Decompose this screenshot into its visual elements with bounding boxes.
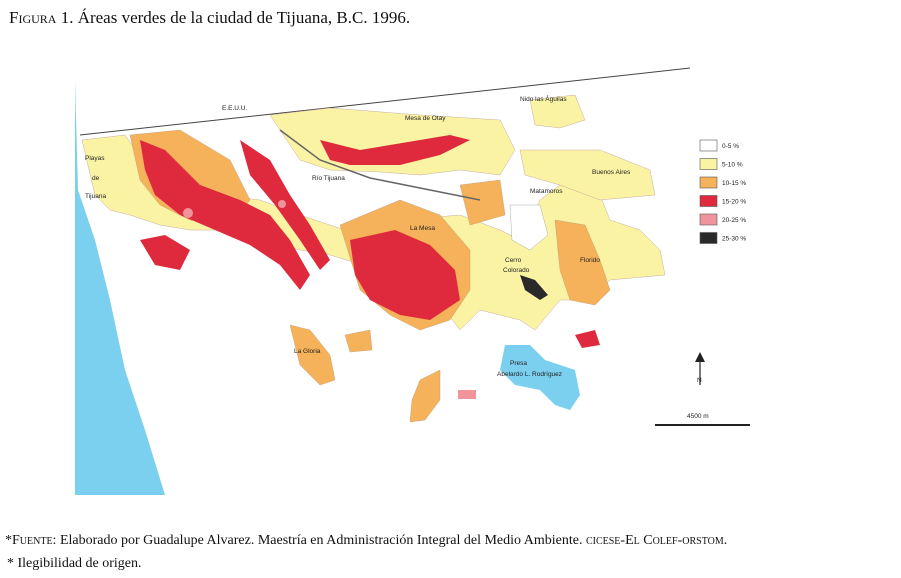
map-label: Tijuana xyxy=(85,193,106,200)
zone-20-25 xyxy=(278,200,286,208)
ocean xyxy=(75,80,165,495)
map-label: Presa xyxy=(510,360,527,367)
zone-10-15 xyxy=(289,324,336,386)
zone-15-20 xyxy=(140,140,310,290)
legend-label: 25-30 % xyxy=(722,236,746,243)
north-label: N xyxy=(697,377,702,384)
zone-5-10 xyxy=(529,94,586,129)
map-label: Abelardo L. Rodríguez xyxy=(497,371,562,378)
reservoir xyxy=(500,345,580,410)
zone-5-10 xyxy=(519,149,656,201)
map-label: Colorado xyxy=(503,267,530,274)
figure-title: Áreas verdes de la ciudad de Tijuana, B.… xyxy=(77,8,411,27)
zone-15-20 xyxy=(320,135,470,165)
zone-15-20 xyxy=(140,235,190,270)
map-label: La Mesa xyxy=(410,225,435,232)
map-label: Nido las Águilas xyxy=(520,94,567,103)
zone-20-25 xyxy=(183,208,193,218)
legend-swatch xyxy=(699,176,718,189)
legend-swatch xyxy=(699,139,718,152)
figure-caption: Figura 1. Áreas verdes de la ciudad de T… xyxy=(9,8,410,28)
map-label: La Gloria xyxy=(294,348,321,355)
legend-swatch xyxy=(699,158,718,170)
zone-10-15 xyxy=(554,219,611,306)
zone-10-15 xyxy=(459,179,506,226)
legend-label: 15-20 % xyxy=(722,199,746,206)
river xyxy=(279,129,481,201)
scale-label: 4500 m xyxy=(687,413,709,420)
map-label: Matamoros xyxy=(530,188,563,195)
map-label: Playas xyxy=(85,155,105,162)
zone-15-20 xyxy=(575,330,600,348)
legibility-note: * Ilegibilidad de origen. xyxy=(7,556,142,571)
map-label: Buenos Aires xyxy=(592,169,631,176)
zone-10-15 xyxy=(344,329,373,353)
legend-label: 5-10 % xyxy=(722,162,743,169)
source-note: *Fuente: Elaborado por Guadalupe Alvarez… xyxy=(5,533,727,549)
zone-20-25 xyxy=(458,390,476,399)
legend-swatch xyxy=(699,213,718,226)
zone-25-30 xyxy=(520,275,548,300)
figure-number: Figura 1. xyxy=(9,8,74,27)
legend-swatch xyxy=(699,195,718,207)
zone-15-20 xyxy=(350,230,460,320)
institutions: cicese-El Colef-orstom. xyxy=(585,533,728,548)
map-label: Florido xyxy=(580,257,600,264)
zone-0-5 xyxy=(509,204,549,251)
source-text: Elaborado por Guadalupe Alvarez. Maestrí… xyxy=(59,533,583,548)
legend-label: 10-15 % xyxy=(722,180,746,187)
legend: 0-5 % 5-10 % 10-15 % 15-20 % 20-25 % 25-30 % xyxy=(699,139,746,244)
north-arrow-head xyxy=(695,352,705,362)
zone-10-15 xyxy=(409,369,441,423)
map-label: Río Tijuana xyxy=(312,175,345,182)
map-label: Cerro xyxy=(505,257,522,264)
border xyxy=(79,67,691,136)
legend-label: 20-25 % xyxy=(722,217,746,224)
map-label: de xyxy=(92,175,100,182)
legend-swatch xyxy=(699,232,718,244)
map-label: Mesa de Otay xyxy=(405,115,446,122)
source-label: *Fuente: xyxy=(5,533,57,548)
legend-label: 0-5 % xyxy=(722,143,739,150)
map-label: E.E.U.U. xyxy=(222,105,247,112)
map-labels: E.E.U.U. Mesa de Otay Nido las Águilas P… xyxy=(85,94,709,420)
